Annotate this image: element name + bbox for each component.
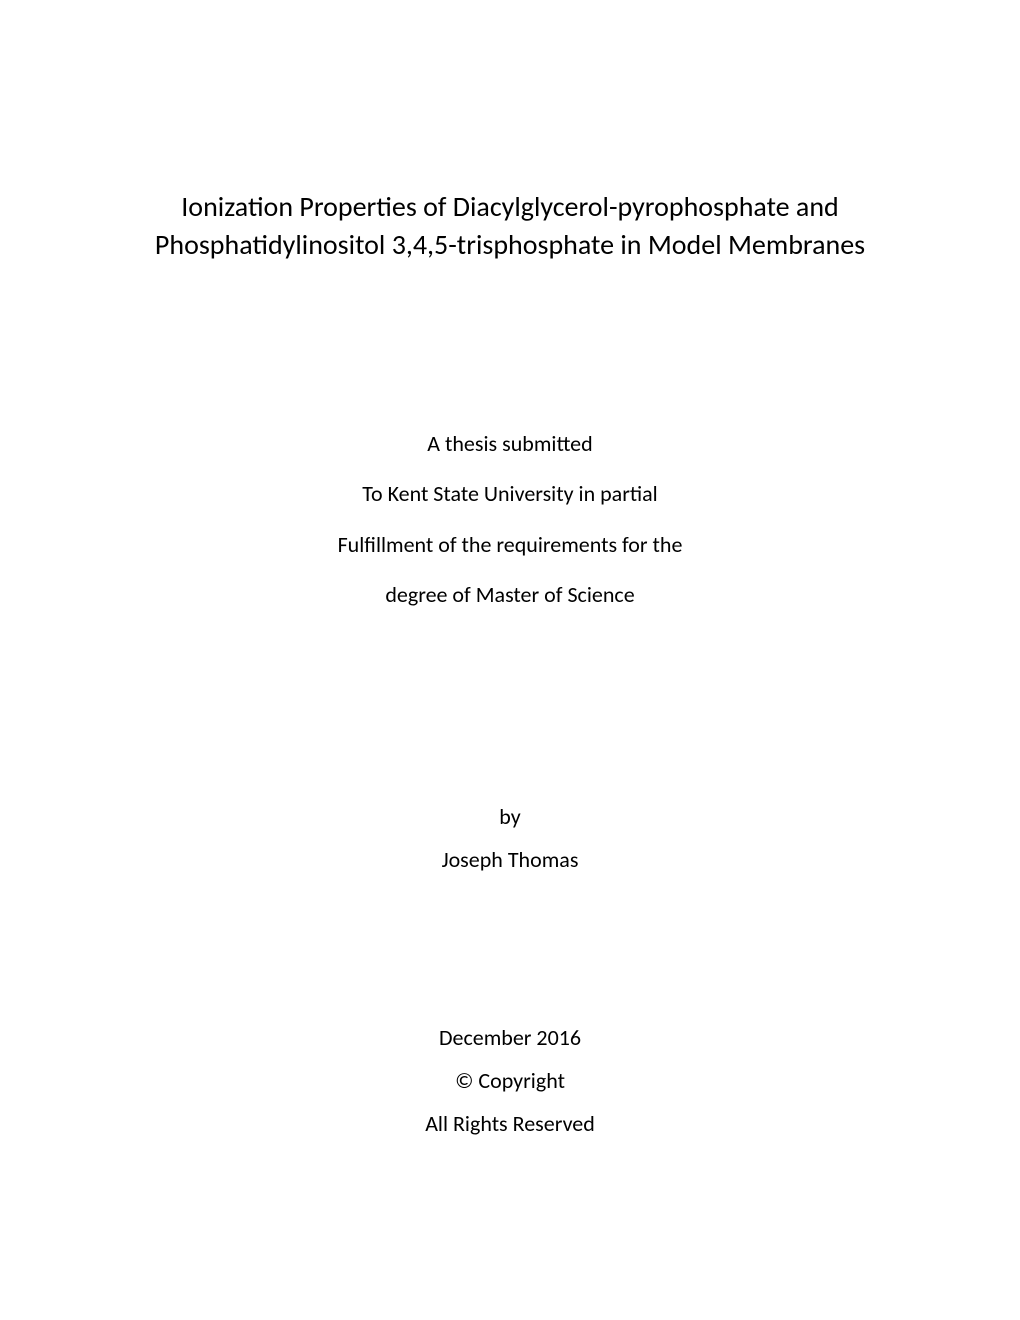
submission-line-2: To Kent State University in partial [118,469,902,520]
submission-statement: A thesis submitted To Kent State Univers… [118,419,902,621]
date: December 2016 [118,1017,902,1060]
author-name: Joseph Thomas [118,839,902,882]
date-copyright-block: December 2016 © Copyright All Rights Res… [118,1017,902,1146]
submission-line-1: A thesis submitted [118,419,902,470]
title-line-2: Phosphatidylinositol 3,4,5-trisphosphate… [118,226,902,264]
thesis-title: Ionization Properties of Diacylglycerol-… [118,188,902,264]
author-block: by Joseph Thomas [118,796,902,882]
submission-line-3: Fulfillment of the requirements for the [118,520,902,571]
title-line-1: Ionization Properties of Diacylglycerol-… [118,188,902,226]
submission-line-4: degree of Master of Science [118,570,902,621]
by-label: by [118,796,902,839]
copyright: © Copyright [118,1060,902,1103]
rights-reserved: All Rights Reserved [118,1103,902,1146]
thesis-title-page: Ionization Properties of Diacylglycerol-… [0,0,1020,1320]
